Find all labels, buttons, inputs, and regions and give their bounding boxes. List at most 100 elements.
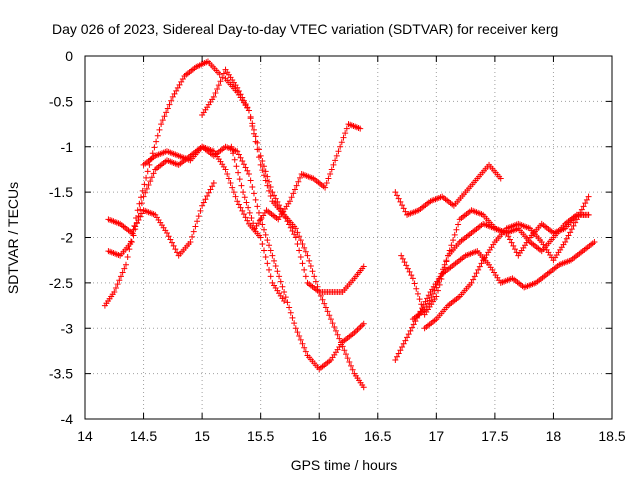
x-tick-label: 16.5: [364, 428, 391, 444]
data-point: [342, 130, 349, 137]
data-point: [245, 107, 252, 114]
data-point: [210, 180, 217, 187]
data-point: [231, 156, 238, 163]
data-point: [332, 327, 339, 334]
data-point: [128, 238, 135, 245]
data-point: [247, 177, 254, 184]
data-point: [325, 175, 332, 182]
data-point: [166, 101, 173, 108]
data-point: [158, 121, 165, 128]
data-point: [134, 207, 141, 214]
data-point: [510, 242, 517, 249]
data-point: [431, 287, 438, 294]
data-point: [194, 218, 201, 225]
data-point: [317, 292, 324, 299]
data-point: [409, 324, 416, 331]
data-point: [349, 366, 356, 373]
data-point: [276, 273, 283, 280]
data-point: [239, 158, 246, 165]
data-point: [309, 268, 316, 275]
data-point: [448, 242, 455, 249]
data-point: [319, 296, 326, 303]
data-point: [453, 226, 460, 233]
data-point: [286, 198, 293, 205]
data-point: [247, 115, 254, 122]
data-point: [426, 297, 433, 304]
data-point: [250, 220, 257, 227]
data-point: [301, 344, 308, 351]
data-point: [287, 224, 294, 231]
data-point: [138, 210, 145, 217]
data-point: [322, 184, 329, 191]
data-point: [292, 225, 299, 232]
data-point: [245, 170, 252, 177]
data-point: [302, 348, 309, 355]
data-point: [197, 207, 204, 214]
data-point: [149, 150, 156, 157]
y-tick-label: -4: [61, 411, 74, 427]
data-point: [249, 123, 256, 130]
data-point: [237, 204, 244, 211]
data-point: [402, 208, 409, 215]
data-point: [470, 276, 477, 283]
data-point: [359, 322, 366, 329]
data-point: [172, 246, 179, 253]
data-point: [471, 273, 478, 280]
data-point: [236, 176, 243, 183]
data-point: [400, 340, 407, 347]
data-point: [190, 228, 197, 235]
x-axis-title: GPS time / hours: [291, 457, 398, 473]
data-point: [292, 325, 299, 332]
data-point: [252, 138, 259, 145]
data-point: [146, 161, 153, 168]
data-point: [405, 331, 412, 338]
data-point: [122, 261, 129, 268]
data-point: [277, 278, 284, 285]
series-sat-h: [392, 161, 504, 218]
data-point: [242, 214, 249, 221]
data-point: [266, 187, 273, 194]
data-point: [352, 328, 359, 335]
data-point: [397, 198, 404, 205]
series-sat-a: [101, 58, 223, 309]
data-point: [217, 78, 224, 85]
data-point: [568, 226, 575, 233]
data-point: [207, 186, 214, 193]
x-tick-label: 15.5: [247, 428, 274, 444]
data-point: [399, 344, 406, 351]
data-point: [133, 220, 140, 227]
data-point: [234, 198, 241, 205]
data-point: [111, 288, 118, 295]
data-point: [250, 130, 257, 137]
x-tick-label: 14.5: [130, 428, 157, 444]
data-point: [572, 219, 579, 226]
data-point: [291, 186, 298, 193]
data-point: [225, 175, 232, 182]
data-point: [195, 213, 202, 220]
data-point: [478, 260, 485, 267]
data-point: [296, 333, 303, 340]
data-point: [240, 161, 247, 168]
data-point: [250, 190, 257, 197]
data-point: [476, 263, 483, 270]
data-point: [200, 199, 207, 206]
data-point: [230, 150, 237, 157]
data-point: [264, 173, 271, 180]
data-point: [137, 213, 144, 220]
data-point: [585, 211, 592, 218]
y-tick-label: -0.5: [49, 93, 73, 109]
y-tick-label: -3.5: [49, 366, 73, 382]
data-point: [255, 209, 262, 216]
data-point: [451, 231, 458, 238]
data-point: [343, 125, 350, 132]
data-point: [583, 196, 590, 203]
data-point: [331, 323, 338, 330]
data-point: [291, 231, 298, 238]
data-point: [116, 277, 123, 284]
data-point: [224, 170, 231, 177]
data-point: [259, 221, 266, 228]
data-point: [245, 204, 252, 211]
data-point: [209, 183, 216, 190]
data-point: [262, 253, 269, 260]
data-point: [333, 152, 340, 159]
